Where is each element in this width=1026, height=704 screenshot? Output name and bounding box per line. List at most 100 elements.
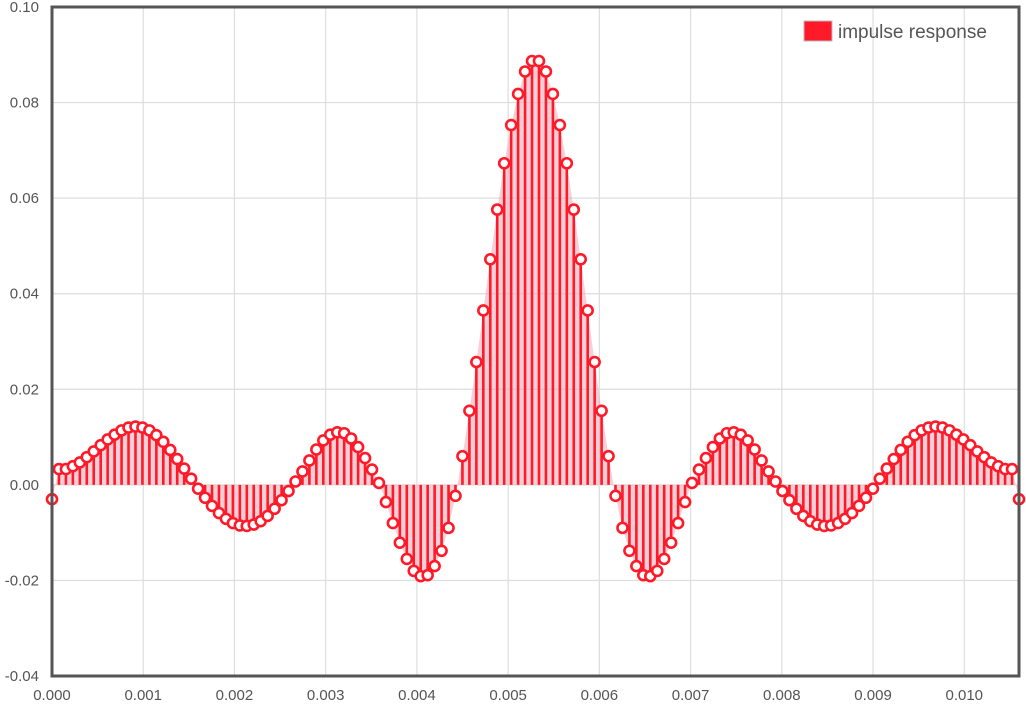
- y-tick-label: -0.04: [5, 668, 39, 685]
- stem-marker: [748, 443, 761, 456]
- stem-marker: [553, 118, 567, 132]
- stem-marker: [393, 536, 407, 549]
- plot-frame: [50, 5, 1021, 678]
- stem-marker: [866, 482, 880, 495]
- stem-marker: [379, 495, 393, 509]
- y-tick-label: 0.06: [10, 190, 39, 207]
- stem-marker: [657, 552, 671, 566]
- stem-marker: [470, 355, 483, 369]
- stem-marker: [755, 454, 768, 467]
- y-tick-label: 0.02: [10, 381, 39, 398]
- stem-marker: [303, 454, 316, 467]
- stem-marker: [706, 440, 720, 454]
- x-tick-label: 0.004: [398, 687, 436, 704]
- x-tick-label: 0.010: [945, 687, 983, 704]
- stem-marker: [630, 559, 643, 573]
- stem-marker: [400, 552, 414, 566]
- stem-marker: [191, 482, 205, 495]
- legend: impulse response: [803, 20, 987, 43]
- envelope-fill: [52, 60, 1019, 577]
- x-tick-label: 0.008: [763, 687, 801, 704]
- x-axis-ticks: 0.000 0.001 0.002 0.003 0.004 0.005 0.006 0.007…: [33, 687, 983, 704]
- stem-marker: [678, 495, 692, 509]
- stem-marker: [880, 462, 894, 475]
- stem-marker: [692, 463, 706, 476]
- stem-marker: [546, 87, 560, 101]
- stem-marker: [344, 432, 358, 445]
- y-tick-label: -0.02: [5, 572, 39, 589]
- stem-marker: [435, 544, 448, 558]
- x-tick-label: 0.007: [672, 687, 710, 704]
- stem-marker: [511, 87, 525, 101]
- stem-marker: [289, 475, 302, 488]
- y-axis-ticks: -0.04 -0.02 0.00 0.02 0.04 0.06 0.08 0.10: [5, 0, 39, 685]
- stem-marker: [859, 491, 873, 505]
- stem-marker: [852, 499, 866, 513]
- stem-marker: [623, 544, 636, 558]
- stem-marker: [504, 118, 518, 132]
- stem-marker: [532, 54, 546, 68]
- stem-marker: [386, 516, 400, 530]
- stem-marker: [588, 355, 601, 369]
- stem-marker: [477, 304, 490, 317]
- stem-marker: [518, 65, 532, 78]
- stem-marker: [449, 489, 462, 503]
- stem-marker: [163, 443, 177, 457]
- stem-marker: [664, 536, 678, 549]
- stem-marker: [296, 465, 309, 478]
- stem-marker: [769, 475, 782, 488]
- stem-marker: [157, 435, 170, 449]
- x-tick-label: 0.006: [581, 687, 619, 704]
- x-tick-label: 0.009: [854, 687, 892, 704]
- stem-marker: [310, 443, 323, 456]
- stem-marker: [741, 434, 754, 447]
- stem-marker: [685, 476, 699, 490]
- stem-marker: [372, 476, 386, 490]
- stem-marker: [177, 462, 191, 475]
- stem-marker: [539, 65, 553, 78]
- stem-marker: [790, 502, 803, 516]
- y-tick-label: 0.08: [10, 95, 39, 112]
- stem-marker: [873, 472, 887, 485]
- stem-marker: [567, 203, 581, 216]
- x-tick-label: 0.003: [307, 687, 345, 704]
- stem-marker: [887, 452, 901, 466]
- stem-marker: [1005, 462, 1019, 476]
- envelope-area: [52, 60, 1019, 577]
- stem-marker: [184, 472, 198, 485]
- stem-marker: [595, 404, 608, 418]
- y-tick-label: 0.00: [10, 477, 39, 494]
- stem-markers: [45, 54, 1026, 583]
- y-tick-label: 0.04: [10, 286, 39, 303]
- stem-marker: [282, 484, 295, 498]
- stem-marker: [671, 516, 685, 530]
- stem-marker: [275, 493, 288, 507]
- stem-marker: [428, 559, 441, 573]
- stem-marker: [560, 156, 574, 170]
- stem-marker: [365, 463, 379, 476]
- stem-marker: [268, 502, 281, 516]
- stem-marker: [783, 493, 796, 507]
- stem-marker: [497, 156, 511, 170]
- legend-label: impulse response: [838, 22, 987, 43]
- x-tick-label: 0.002: [216, 687, 254, 704]
- stem-marker: [442, 521, 455, 535]
- x-tick-label: 0.001: [124, 687, 162, 704]
- legend-swatch: [803, 20, 833, 42]
- stem-marker: [762, 465, 775, 478]
- stem-marker: [205, 499, 219, 513]
- stem-marker: [845, 506, 859, 520]
- stem-marker: [198, 491, 212, 505]
- stem-marker: [170, 452, 184, 466]
- stem-marker: [650, 564, 664, 578]
- stem-marker: [261, 509, 274, 523]
- stem-marker: [602, 449, 615, 463]
- stem-marker: [581, 304, 594, 317]
- stem-marker: [483, 253, 497, 266]
- stem-marker: [574, 253, 588, 266]
- stem-marker: [421, 568, 434, 582]
- stem-marker: [358, 451, 372, 465]
- stem-marker: [616, 521, 629, 535]
- stem-marker: [609, 489, 622, 503]
